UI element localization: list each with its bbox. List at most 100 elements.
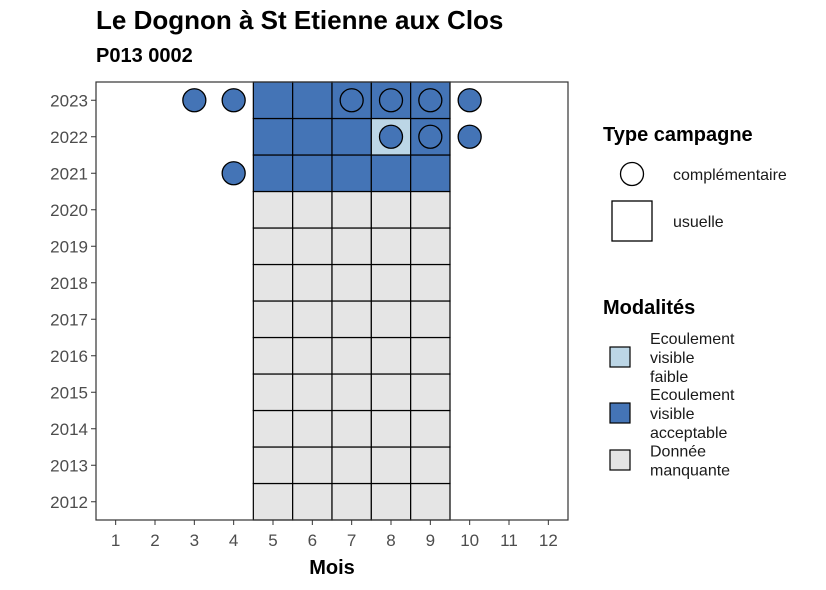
x-tick-label-1: 1 <box>111 531 120 550</box>
tile-2014-6 <box>292 409 333 448</box>
x-tick-label-2: 2 <box>150 531 159 550</box>
point-2022-8 <box>378 124 404 149</box>
y-tick-label-2018: 2018 <box>50 274 88 293</box>
tile-2016-6 <box>292 336 333 375</box>
y-tick-label-2017: 2017 <box>50 310 88 329</box>
tile-2016-7 <box>331 336 372 375</box>
tile-2021-6 <box>292 154 333 193</box>
x-tick-label-9: 9 <box>426 531 435 550</box>
tile-2017-5 <box>252 300 294 339</box>
tile-2017-8 <box>370 300 412 339</box>
tile-2017-7 <box>331 300 372 339</box>
legend-key-complementaire <box>619 161 645 187</box>
tile-2018-7 <box>331 263 372 302</box>
tile-2013-6 <box>292 446 333 485</box>
tile-2020-7 <box>331 190 372 229</box>
tile-2014-7 <box>331 409 372 448</box>
tile-2018-9 <box>410 263 451 302</box>
y-tick-label-2012: 2012 <box>50 493 88 512</box>
tile-2022-6 <box>292 117 333 156</box>
x-axis: 1 2 3 4 5 6 7 8 9 10 11 12 <box>111 520 558 550</box>
y-axis: 2012 2013 2014 2015 2016 2017 2018 2019 2020 2021… <box>50 91 96 512</box>
tile-2014-9 <box>410 409 451 448</box>
legend-label-complementaire: complémentaire <box>673 167 787 184</box>
y-tick-label-2023: 2023 <box>50 91 88 110</box>
point-2022-9 <box>418 124 443 149</box>
y-tick-label-2015: 2015 <box>50 383 88 402</box>
legend-key-usuelle <box>611 200 653 242</box>
tile-2012-9 <box>410 482 451 521</box>
tile-2023-5 <box>252 81 294 120</box>
tile-2018-5 <box>252 263 294 302</box>
tile-2018-8 <box>370 263 412 302</box>
tile-2019-7 <box>331 227 372 266</box>
tile-2019-9 <box>410 227 451 266</box>
tile-2016-9 <box>410 336 451 375</box>
tile-2019-6 <box>292 227 333 266</box>
chart-subtitle: P013 0002 <box>96 45 193 67</box>
legend-swatch-faible <box>609 346 631 368</box>
y-tick-label-2016: 2016 <box>50 347 88 366</box>
point-2023-7 <box>339 88 364 113</box>
legend-label-acceptable: Ecoulement visible acceptable <box>650 387 735 442</box>
point-2021-4 <box>221 161 246 186</box>
tile-2017-9 <box>410 300 451 339</box>
point-2023-8 <box>378 88 404 113</box>
x-tick-label-6: 6 <box>308 531 317 550</box>
y-tick-label-2020: 2020 <box>50 201 88 220</box>
tile-2020-5 <box>252 190 294 229</box>
legend-swatch-acceptable <box>609 402 631 424</box>
tile-2015-9 <box>410 373 451 412</box>
tile-2020-6 <box>292 190 333 229</box>
point-2022-10 <box>457 124 482 149</box>
tile-2014-8 <box>370 409 412 448</box>
y-tick-label-2022: 2022 <box>50 128 88 147</box>
tile-2014-5 <box>252 409 294 448</box>
tile-2020-9 <box>410 190 451 229</box>
x-tick-label-3: 3 <box>190 531 199 550</box>
tile-2012-8 <box>370 482 412 521</box>
panel-border <box>95 81 569 521</box>
tile-2019-5 <box>252 227 294 266</box>
tile-2021-7 <box>331 154 372 193</box>
y-tick-label-2021: 2021 <box>50 164 88 183</box>
tile-2015-7 <box>331 373 372 412</box>
legend-modalites-title: Modalités <box>603 297 695 319</box>
x-tick-label-11: 11 <box>500 531 518 550</box>
tile-2012-6 <box>292 482 333 521</box>
legend-label-manquante: Donnée manquante <box>650 444 730 480</box>
legend-label-usuelle: usuelle <box>673 214 724 231</box>
point-2023-3 <box>182 88 207 113</box>
x-tick-label-4: 4 <box>229 531 238 550</box>
y-tick-label-2019: 2019 <box>50 237 88 256</box>
tile-2013-8 <box>370 446 412 485</box>
tile-2022-5 <box>252 117 294 156</box>
y-tick-label-2013: 2013 <box>50 456 88 475</box>
tile-2022-7 <box>331 117 372 156</box>
point-2023-4 <box>221 88 246 113</box>
tile-2020-8 <box>370 190 412 229</box>
x-axis-title: Mois <box>309 557 355 579</box>
x-tick-label-8: 8 <box>386 531 395 550</box>
legend-label-faible: Ecoulement visible faible <box>650 331 735 386</box>
tile-2015-6 <box>292 373 333 412</box>
point-2023-10 <box>457 88 482 113</box>
x-tick-label-7: 7 <box>347 531 356 550</box>
tile-2013-9 <box>410 446 451 485</box>
tile-2021-8 <box>370 154 412 193</box>
tile-2023-6 <box>292 81 333 120</box>
tile-2018-6 <box>292 263 333 302</box>
point-2023-9 <box>418 88 443 113</box>
chart-title: Le Dognon à St Etienne aux Clos <box>96 5 504 35</box>
tile-2012-5 <box>252 482 294 521</box>
tile-2013-7 <box>331 446 372 485</box>
legend-modalites: Modalités Ecoulement visible faibleEcouleme… <box>603 297 735 480</box>
tile-2015-5 <box>252 373 294 412</box>
legend-swatch-manquante <box>609 449 631 471</box>
tile-2016-8 <box>370 336 412 375</box>
tile-2017-6 <box>292 300 333 339</box>
x-tick-label-10: 10 <box>460 531 479 550</box>
tile-2021-9 <box>410 154 451 193</box>
tile-2021-5 <box>252 154 294 193</box>
